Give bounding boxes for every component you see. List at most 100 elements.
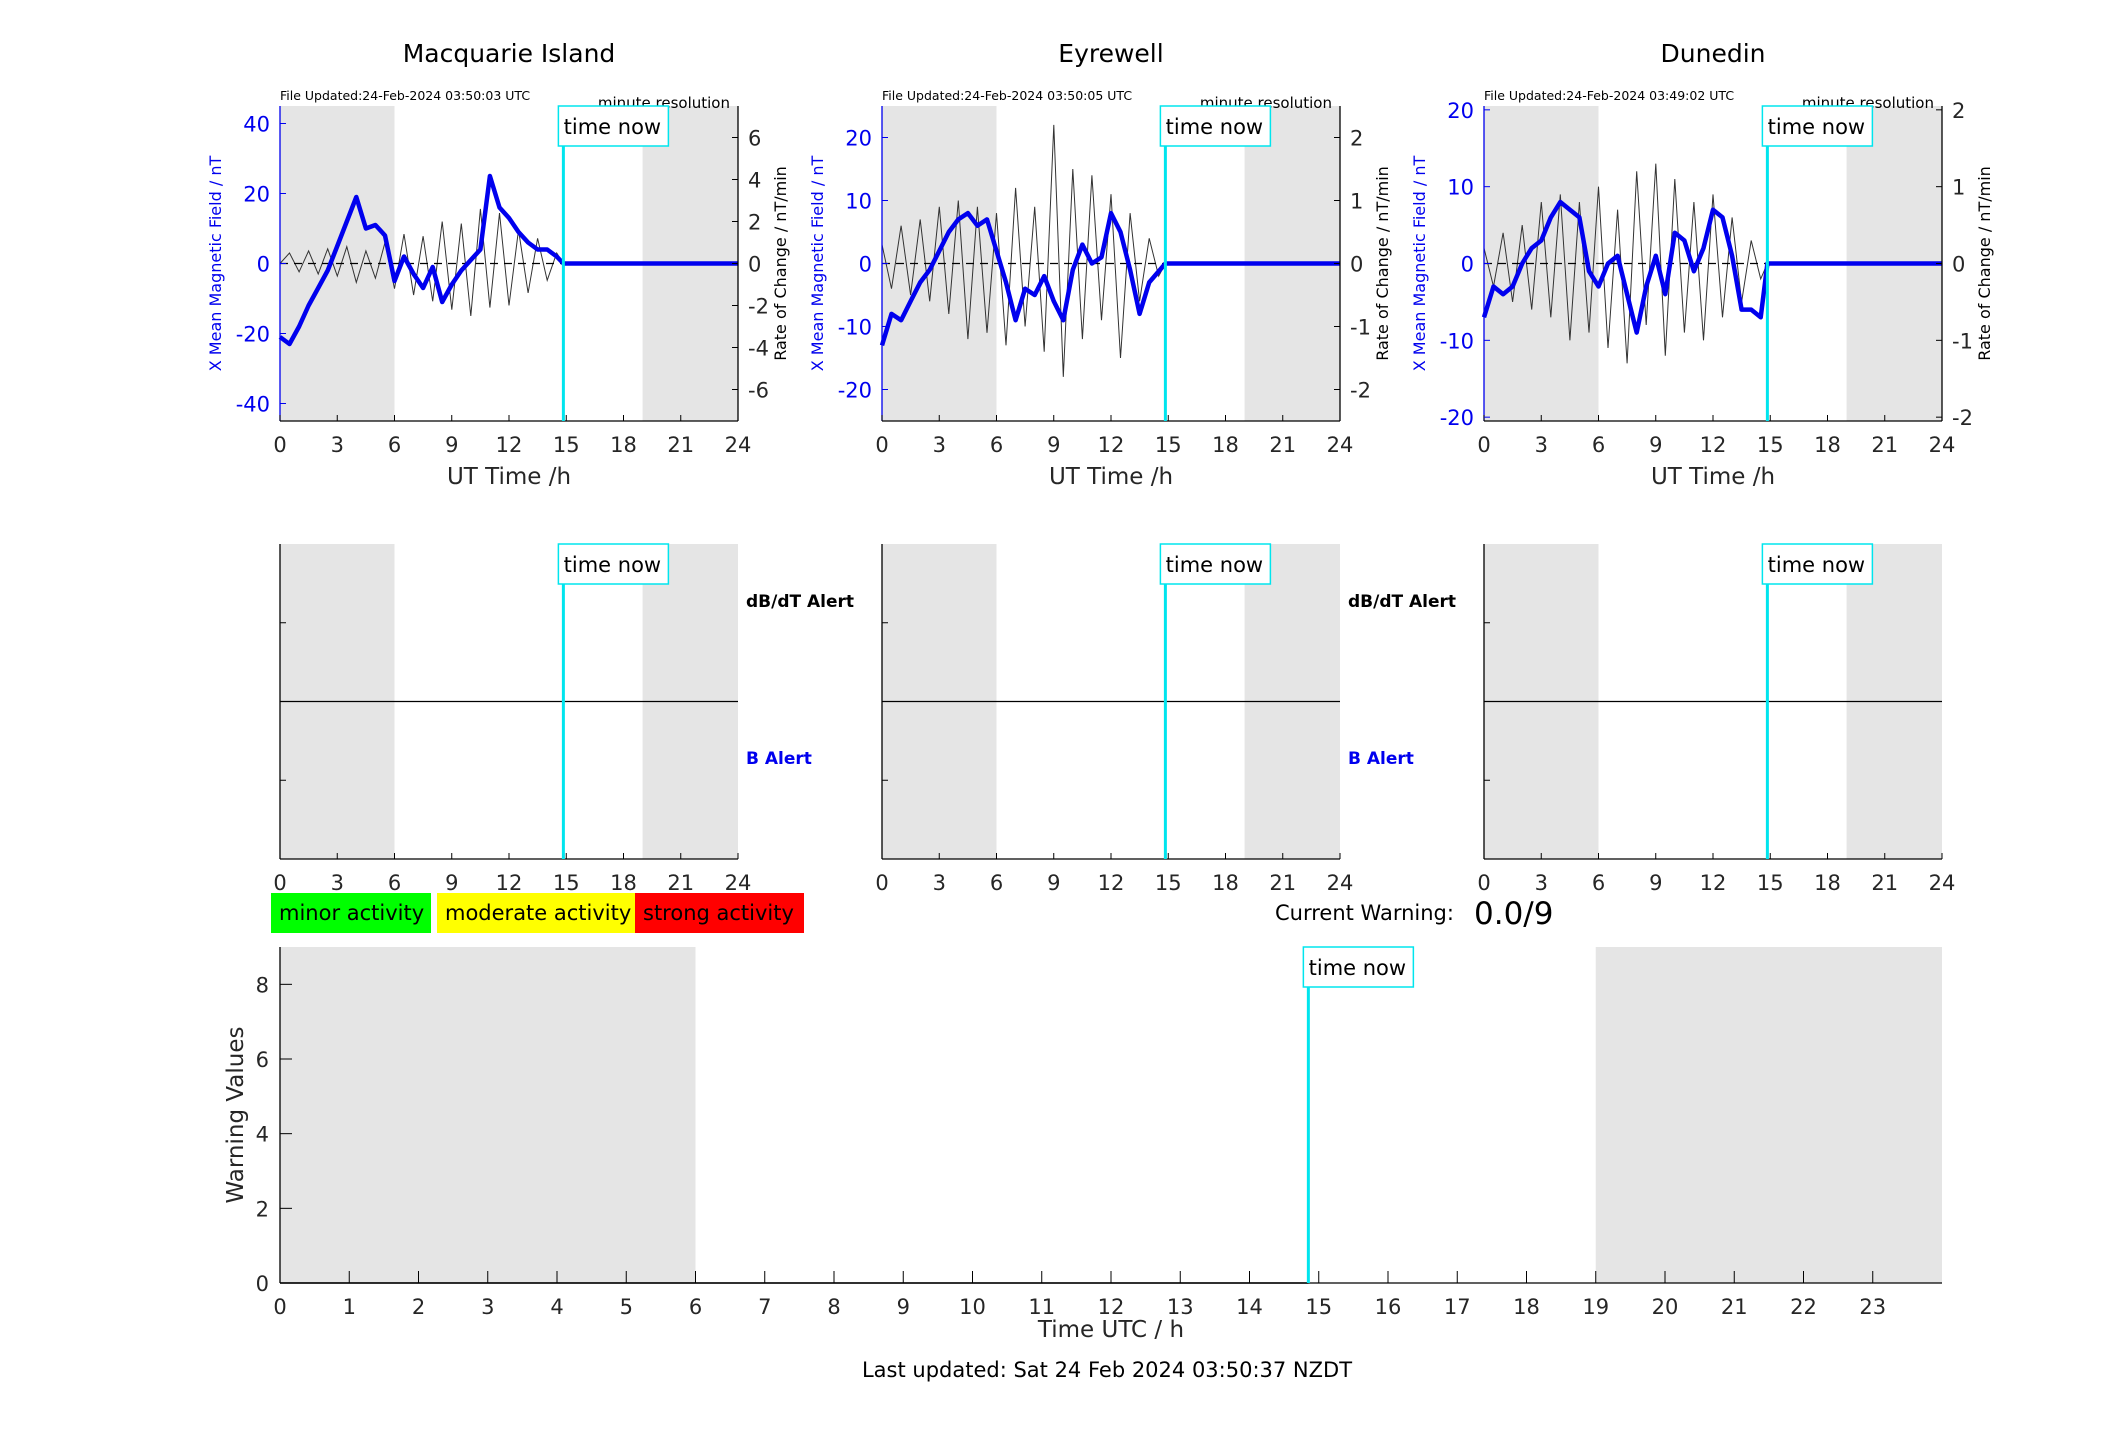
warning-xtick-label: 15	[1305, 1295, 1332, 1319]
y-tick-label: 20	[845, 127, 872, 151]
warning-xtick-label: 23	[1859, 1295, 1886, 1319]
warning-xtick-label: 13	[1167, 1295, 1194, 1319]
alert-xtick-label: 24	[1929, 871, 1956, 895]
field-xtick-label: 0	[273, 433, 286, 457]
warning-xtick-label: 0	[273, 1295, 286, 1319]
alert-xtick-label: 6	[1592, 871, 1605, 895]
station-title: Eyrewell	[1058, 39, 1163, 68]
field-xtick-label: 18	[610, 433, 637, 457]
alert-xtick-label: 12	[1098, 871, 1125, 895]
alert-chart-2: 0 3 6 9 12 15 18 21 24 dB/dT Alert B Alert time now	[875, 543, 1456, 895]
y-tick-label: -20	[838, 379, 872, 403]
alert-xtick-label: 3	[1535, 871, 1548, 895]
field-time-now-box	[1761, 105, 1874, 147]
alert-xtick-label: 12	[496, 871, 523, 895]
y2-tick-label: -2	[1952, 406, 1973, 430]
warning-night-shade	[1595, 947, 1942, 1283]
warning-xtick-label: 10	[959, 1295, 986, 1319]
last-updated-text: Last updated: Sat 24 Feb 2024 03:50:37 N…	[862, 1358, 1352, 1382]
field-time-now-box	[1159, 105, 1272, 147]
y2-tick-label: 6	[748, 127, 761, 151]
field-xtick-label: 21	[1269, 433, 1296, 457]
station-title: Dunedin	[1661, 39, 1766, 68]
legend-minor-label: minor activity	[279, 901, 424, 925]
alert-xtick-label: 15	[1155, 871, 1182, 895]
y2-axis-label: Rate of Change / nT/min	[1373, 166, 1392, 361]
warning-xtick-label: 11	[1028, 1295, 1055, 1319]
file-updated-text: File Updated:24-Feb-2024 03:49:02 UTC	[1484, 88, 1734, 103]
panels-layer: 0 3 6 9 12 15 18 21 24-40-2002040-6-4-20246Macqu…	[206, 39, 1994, 1343]
y2-tick-label: 1	[1952, 176, 1965, 200]
y-tick-label: -20	[236, 323, 270, 347]
y-tick-label: 0	[257, 253, 270, 277]
y2-tick-label: 2	[1952, 99, 1965, 123]
mean-field-line	[879, 210, 1340, 347]
warning-xtick-label: 19	[1582, 1295, 1609, 1319]
y-tick-label: 0	[859, 253, 872, 277]
field-xtick-label: 9	[1047, 433, 1060, 457]
alert-xtick-label: 21	[1871, 871, 1898, 895]
warning-xtick-label: 4	[550, 1295, 563, 1319]
warning-ytick-label: 4	[256, 1123, 269, 1147]
field-xtick-label: 18	[1814, 433, 1841, 457]
y2-tick-label: 0	[1350, 253, 1363, 277]
field-xtick-label: 3	[1535, 433, 1548, 457]
alert-xtick-label: 18	[1212, 871, 1239, 895]
y-axis-label: X Mean Magnetic Field / nT	[808, 156, 827, 372]
y-tick-label: 10	[845, 190, 872, 214]
field-time-now-label: time now	[564, 115, 661, 139]
warning-xtick-label: 9	[897, 1295, 910, 1319]
mean-field-line	[1481, 199, 1942, 335]
field-xtick-label: 12	[1098, 433, 1125, 457]
alert-xtick-label: 6	[990, 871, 1003, 895]
alert-xtick-label: 12	[1700, 871, 1727, 895]
field-xtick-label: 15	[1757, 433, 1784, 457]
y-tick-label: 10	[1447, 176, 1474, 200]
warning-chart: 0 1 2 3 4 5 6 7 8 9 10 11 12 13 14 15 16 17 18 19 20 21 22 2302…	[223, 946, 1942, 1343]
warning-time-now-box	[1302, 946, 1415, 988]
field-xtick-label: 9	[1649, 433, 1662, 457]
alert-xtick-label: 9	[1649, 871, 1662, 895]
alert-xtick-label: 18	[610, 871, 637, 895]
b-alert-label: B Alert	[1348, 749, 1414, 769]
dbdt-alert-label: dB/dT Alert	[746, 592, 854, 612]
y-tick-label: 0	[1461, 253, 1474, 277]
warning-time-now-label: time now	[1309, 956, 1406, 980]
alert-xtick-label: 24	[1327, 871, 1354, 895]
rate-of-change-line	[881, 124, 1166, 377]
warning-xtick-label: 12	[1098, 1295, 1125, 1319]
alert-chart-3: 0 3 6 9 12 15 18 21 24 time now	[1477, 543, 1956, 895]
y2-tick-label: -4	[748, 337, 769, 361]
y2-tick-label: -2	[748, 295, 769, 319]
alert-xtick-label: 18	[1814, 871, 1841, 895]
alert-xtick-label: 6	[388, 871, 401, 895]
field-time-now-label: time now	[1768, 115, 1865, 139]
y-tick-label: -20	[1440, 406, 1474, 430]
field-xtick-label: 9	[445, 433, 458, 457]
y2-axis-label: Rate of Change / nT/min	[1975, 166, 1994, 361]
alert-xtick-label: 9	[1047, 871, 1060, 895]
alert-xtick-label: 9	[445, 871, 458, 895]
y-tick-label: 40	[243, 113, 270, 137]
field-xtick-label: 6	[990, 433, 1003, 457]
y-tick-label: 20	[243, 183, 270, 207]
y-axis-label: X Mean Magnetic Field / nT	[206, 156, 225, 372]
alert-xtick-label: 0	[1477, 871, 1490, 895]
warning-y-axis-label: Warning Values	[223, 1026, 249, 1203]
alert-time-now-box	[1761, 543, 1874, 585]
alert-time-now-label: time now	[564, 553, 661, 577]
field-xtick-label: 18	[1212, 433, 1239, 457]
y2-tick-label: 0	[748, 253, 761, 277]
alert-xtick-label: 21	[1269, 871, 1296, 895]
x-axis-label: UT Time /h	[1049, 464, 1173, 490]
warning-xtick-label: 5	[620, 1295, 633, 1319]
warning-xtick-label: 16	[1375, 1295, 1402, 1319]
y2-tick-label: 0	[1952, 253, 1965, 277]
y2-tick-label: 4	[748, 169, 761, 193]
warning-xtick-label: 17	[1444, 1295, 1471, 1319]
alert-xtick-label: 3	[331, 871, 344, 895]
alert-xtick-label: 15	[1757, 871, 1784, 895]
field-xtick-label: 3	[933, 433, 946, 457]
field-xtick-label: 0	[875, 433, 888, 457]
